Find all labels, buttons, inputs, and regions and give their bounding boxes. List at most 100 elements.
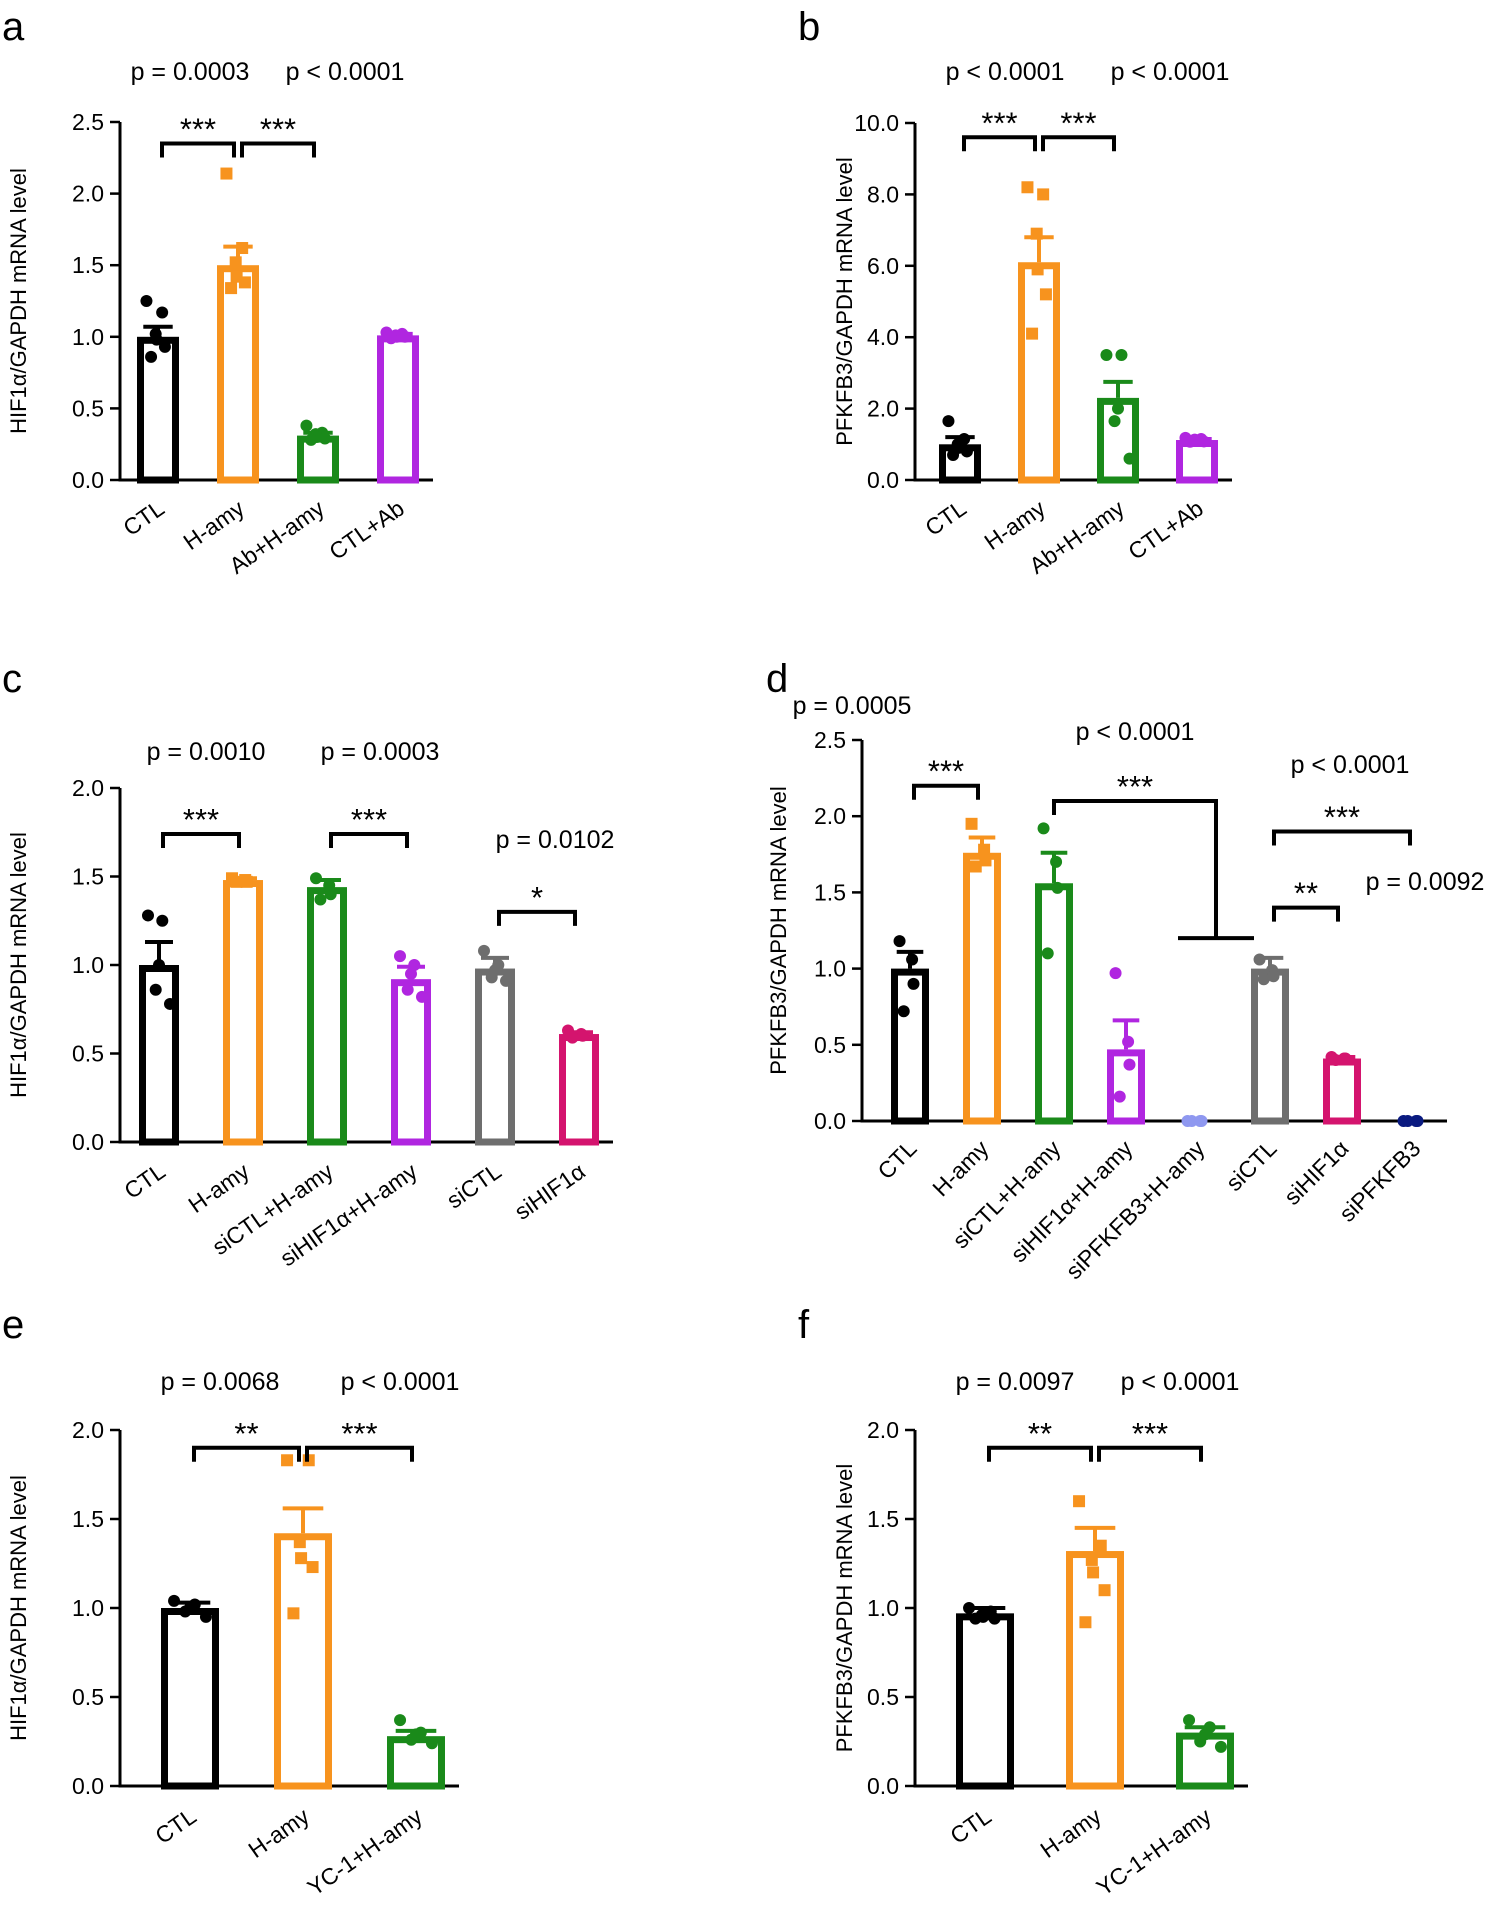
significance-bracket [987, 1445, 1093, 1462]
data-point [240, 875, 253, 888]
data-point [1113, 1090, 1126, 1103]
significance-bracket [329, 832, 409, 849]
bar-d-1 [963, 852, 1001, 1125]
data-point [293, 1536, 306, 1549]
p-value: p < 0.0001 [946, 58, 1065, 86]
significance-stars: *** [260, 111, 296, 146]
data-point [158, 340, 171, 353]
significance-stars: *** [1132, 1416, 1168, 1451]
data-point [1021, 181, 1034, 194]
significance-bracket [962, 135, 1037, 152]
data-point [156, 914, 169, 927]
category-label: siCTL [1221, 1135, 1282, 1196]
y-tick-label: 0.0 [867, 1773, 899, 1799]
bar-d-0 [891, 968, 929, 1125]
data-point [1031, 263, 1044, 276]
data-point [1123, 1058, 1136, 1071]
data-point [281, 1454, 294, 1467]
significance-bracket [192, 1445, 301, 1462]
data-point [318, 432, 331, 445]
y-axis-label: HIF1α/GAPDH mRNA level [6, 168, 31, 434]
bar-a-2 [297, 435, 339, 484]
data-point [1026, 327, 1039, 340]
data-point [394, 1714, 407, 1727]
data-point [220, 167, 233, 180]
data-point [478, 944, 490, 957]
data-point [1037, 822, 1050, 835]
data-point [310, 872, 322, 885]
significance-stars: *** [183, 802, 219, 837]
y-tick-label: 1.5 [814, 879, 846, 905]
category-label: CTL+Ab [1123, 495, 1208, 565]
panel-c: c HIF1α/GAPDH mRNA level 0.0 0.5 1.0 1.5 2.0 CT… [2, 657, 614, 1271]
significance-bracket [160, 141, 236, 158]
data-point [199, 1610, 212, 1623]
data-point [287, 1607, 300, 1620]
category-label: CTL [872, 1135, 921, 1184]
y-tick-label: 1.5 [72, 252, 104, 278]
y-tick-label: 0.0 [867, 467, 899, 493]
data-point [969, 1612, 982, 1625]
significance-bracket [1041, 135, 1116, 152]
data-point [1085, 1553, 1098, 1566]
data-point [150, 333, 163, 346]
bar-e-0 [161, 1608, 219, 1790]
y-tick-label: 0.5 [72, 1684, 104, 1710]
category-label: CTL [150, 1803, 201, 1849]
significance-bracket [912, 783, 980, 800]
p-value: p = 0.0068 [161, 1368, 280, 1396]
data-point [897, 1005, 910, 1018]
y-tick-label: 2.0 [72, 181, 104, 207]
data-point [942, 415, 955, 428]
data-point [153, 959, 165, 971]
data-point [225, 282, 238, 295]
significance-stars: *** [981, 105, 1017, 140]
bar-c-4 [475, 968, 515, 1146]
data-point [149, 983, 162, 996]
category-label: CTL [119, 1158, 170, 1204]
data-point [1109, 967, 1122, 980]
significance-stars: *** [1324, 799, 1360, 834]
panel-f: f PFKFB3/GAPDH mRNA level 0.0 0.5 1.0 1.5 2.0 C… [798, 1303, 1248, 1901]
data-point [1122, 1035, 1135, 1048]
y-axis-label: HIF1α/GAPDH mRNA level [6, 832, 31, 1098]
data-point [1094, 1539, 1107, 1552]
bar-f-0 [956, 1613, 1014, 1790]
data-point [385, 332, 398, 345]
data-point [969, 860, 982, 873]
y-axis-label: HIF1α/GAPDH mRNA level [6, 1475, 31, 1741]
significance-stars: *** [341, 1416, 377, 1451]
p-value: p < 0.0001 [1291, 751, 1410, 779]
y-tick-label: 2.5 [814, 727, 846, 753]
data-point [1253, 953, 1266, 966]
bar-b-3 [1176, 440, 1218, 484]
p-value: p < 0.0001 [1121, 1368, 1240, 1396]
y-tick-label: 0.5 [72, 395, 104, 421]
data-point [988, 1612, 1001, 1625]
category-label: YC-1+H-amy [303, 1803, 428, 1901]
y-tick-label: 0.5 [814, 1032, 846, 1058]
significance-bracket [497, 909, 577, 926]
data-point [1257, 973, 1270, 986]
y-tick-label: 2.5 [72, 109, 104, 135]
y-axis-label: PFKFB3/GAPDH mRNA level [832, 157, 857, 446]
data-point [164, 997, 176, 1010]
y-tick-label: 2.0 [72, 775, 104, 801]
y-tick-label: 1.0 [867, 1595, 899, 1621]
data-point [140, 295, 153, 307]
panel-letter: c [2, 657, 22, 701]
p-value: p = 0.0097 [956, 1368, 1075, 1396]
significance-bracket [1272, 905, 1340, 922]
category-label: YC-1+H-amy [1092, 1803, 1217, 1901]
data-point [1184, 435, 1197, 448]
data-point [168, 1594, 181, 1607]
data-point [156, 306, 169, 319]
y-tick-label: 0.5 [72, 1041, 104, 1067]
data-point [978, 843, 991, 856]
significance-bracket [305, 1445, 414, 1462]
data-point [1267, 970, 1280, 983]
significance-stars: ** [234, 1416, 258, 1451]
data-point [1079, 1616, 1092, 1629]
p-value: p = 0.0092 [1366, 868, 1485, 896]
